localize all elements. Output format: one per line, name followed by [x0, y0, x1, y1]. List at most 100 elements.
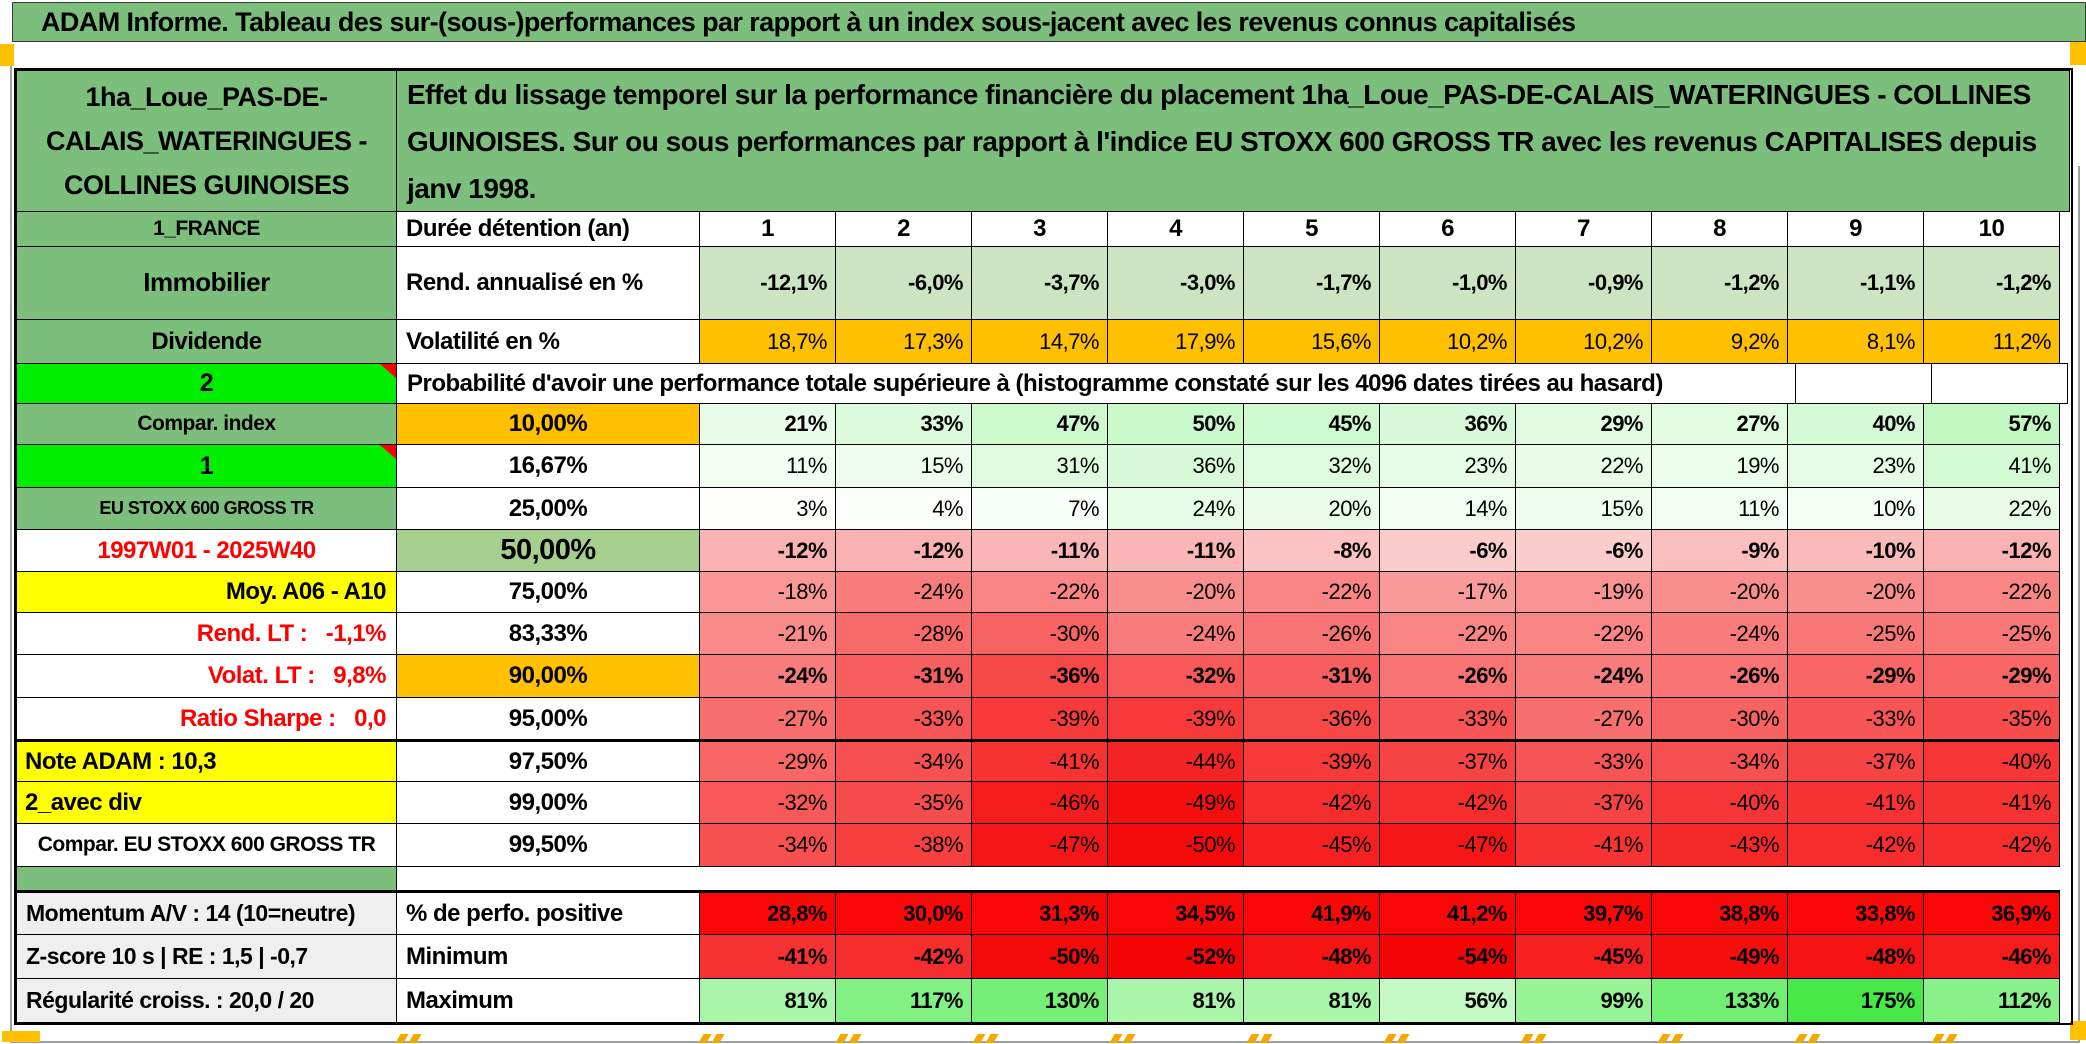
data-cell[interactable]: -39% [1243, 739, 1380, 782]
data-cell[interactable]: 36% [1107, 444, 1244, 488]
data-cell[interactable]: -42% [1379, 781, 1516, 824]
data-cell[interactable]: -41% [1923, 781, 2060, 824]
data-cell[interactable]: 9,2% [1651, 319, 1788, 364]
data-cell[interactable]: -22% [1515, 612, 1652, 655]
stat-name-cell[interactable]: Minimum [396, 934, 700, 979]
row-label-cell[interactable]: Ratio Sharpe : 0,0 [16, 697, 397, 740]
data-cell[interactable]: -45% [1243, 823, 1380, 867]
data-cell[interactable]: 27% [1651, 403, 1788, 445]
data-cell[interactable]: -1,2% [1923, 246, 2060, 320]
data-cell[interactable]: 30,0% [835, 890, 972, 935]
data-cell[interactable]: -37% [1515, 781, 1652, 824]
duration-header-cell[interactable]: 5 [1243, 211, 1380, 247]
metric-label-cell[interactable]: Volatilité en % [396, 319, 700, 364]
data-cell[interactable]: 45% [1243, 403, 1380, 445]
data-cell[interactable]: -26% [1379, 654, 1516, 698]
duration-header-cell[interactable]: 1 [699, 211, 836, 247]
data-cell[interactable]: -48% [1243, 934, 1380, 979]
data-cell[interactable]: 11% [699, 444, 836, 488]
row-label-cell[interactable]: Compar. index [16, 403, 397, 445]
data-cell[interactable]: 41,9% [1243, 890, 1380, 935]
data-cell[interactable]: -22% [1243, 571, 1380, 613]
data-cell[interactable]: -24% [1651, 612, 1788, 655]
data-cell[interactable]: 50% [1107, 403, 1244, 445]
data-cell[interactable]: -1,2% [1651, 246, 1788, 320]
data-cell[interactable]: -25% [1787, 612, 1924, 655]
data-cell[interactable]: -6,0% [835, 246, 972, 320]
data-cell[interactable]: 32% [1243, 444, 1380, 488]
row-label-cell[interactable]: Dividende [16, 319, 397, 364]
data-cell[interactable]: -45% [1515, 934, 1652, 979]
data-cell[interactable]: -24% [1515, 654, 1652, 698]
data-cell[interactable]: -10% [1787, 529, 1924, 572]
data-cell[interactable]: -34% [699, 823, 836, 867]
duration-header-cell[interactable]: 7 [1515, 211, 1652, 247]
data-cell[interactable]: 38,8% [1651, 890, 1788, 935]
empty-cell[interactable] [1795, 363, 1932, 404]
data-cell[interactable]: 7% [971, 487, 1108, 530]
data-cell[interactable]: -42% [835, 934, 972, 979]
data-cell[interactable]: -47% [971, 823, 1108, 867]
data-cell[interactable]: 18,7% [699, 319, 836, 364]
data-cell[interactable]: 112% [1923, 978, 2060, 1023]
data-cell[interactable]: 57% [1923, 403, 2060, 445]
data-cell[interactable]: 21% [699, 403, 836, 445]
threshold-cell[interactable]: 99,00% [396, 781, 700, 824]
threshold-cell[interactable]: 95,00% [396, 697, 700, 740]
data-cell[interactable]: -20% [1787, 571, 1924, 613]
data-cell[interactable]: -12% [835, 529, 972, 572]
data-cell[interactable]: -29% [1923, 654, 2060, 698]
threshold-cell[interactable]: 83,33% [396, 612, 700, 655]
data-cell[interactable]: 99% [1515, 978, 1652, 1023]
row-label-cell[interactable]: Note ADAM : 10,3 [16, 739, 397, 782]
data-cell[interactable]: 130% [971, 978, 1108, 1023]
data-cell[interactable]: 11% [1651, 487, 1788, 530]
data-cell[interactable]: -36% [971, 654, 1108, 698]
data-cell[interactable]: 23% [1787, 444, 1924, 488]
data-cell[interactable]: -39% [971, 697, 1108, 740]
data-cell[interactable]: -33% [1379, 697, 1516, 740]
data-cell[interactable]: -20% [1651, 571, 1788, 613]
data-cell[interactable]: -12,1% [699, 246, 836, 320]
data-cell[interactable]: 22% [1923, 487, 2060, 530]
data-cell[interactable]: 117% [835, 978, 972, 1023]
metric-label-cell[interactable]: Durée détention (an) [396, 211, 700, 247]
stat-label-cell[interactable]: Momentum A/V : 14 (10=neutre) [16, 890, 397, 935]
threshold-cell[interactable]: 50,00% [396, 529, 700, 572]
stat-label-cell[interactable]: Régularité croiss. : 20,0 / 20 [16, 978, 397, 1023]
data-cell[interactable]: -54% [1379, 934, 1516, 979]
threshold-cell[interactable]: 90,00% [396, 654, 700, 698]
row-label-cell[interactable]: 1997W01 - 2025W40 [16, 529, 397, 572]
data-cell[interactable]: -33% [835, 697, 972, 740]
data-cell[interactable]: 23% [1379, 444, 1516, 488]
data-cell[interactable]: -47% [1379, 823, 1516, 867]
row-label-cell[interactable]: 1_FRANCE [16, 211, 397, 247]
data-cell[interactable]: -34% [1651, 739, 1788, 782]
data-cell[interactable]: 24% [1107, 487, 1244, 530]
data-cell[interactable]: -33% [1787, 697, 1924, 740]
data-cell[interactable]: -25% [1923, 612, 2060, 655]
data-cell[interactable]: -40% [1651, 781, 1788, 824]
data-cell[interactable]: -6% [1515, 529, 1652, 572]
stat-label-cell[interactable]: Z-score 10 s | RE : 1,5 | -0,7 [16, 934, 397, 979]
data-cell[interactable]: -44% [1107, 739, 1244, 782]
data-cell[interactable]: 15,6% [1243, 319, 1380, 364]
data-cell[interactable]: -24% [699, 654, 836, 698]
empty-cell[interactable] [1931, 363, 2068, 404]
data-cell[interactable]: -24% [1107, 612, 1244, 655]
data-cell[interactable]: -40% [1923, 739, 2060, 782]
row-label-cell[interactable]: Compar. EU STOXX 600 GROSS TR [16, 823, 397, 867]
row-label-cell[interactable]: EU STOXX 600 GROSS TR [16, 487, 397, 530]
duration-header-cell[interactable]: 8 [1651, 211, 1788, 247]
data-cell[interactable]: -1,1% [1787, 246, 1924, 320]
row-label-cell[interactable]: Immobilier [16, 246, 397, 320]
duration-header-cell[interactable]: 6 [1379, 211, 1516, 247]
data-cell[interactable]: 19% [1651, 444, 1788, 488]
row-label-cell[interactable]: Rend. LT : -1,1% [16, 612, 397, 655]
threshold-cell[interactable]: 10,00% [396, 403, 700, 445]
threshold-cell[interactable]: 75,00% [396, 571, 700, 613]
data-cell[interactable]: -20% [1107, 571, 1244, 613]
data-cell[interactable]: -8% [1243, 529, 1380, 572]
data-cell[interactable]: 81% [1107, 978, 1244, 1023]
data-cell[interactable]: -46% [1923, 934, 2060, 979]
